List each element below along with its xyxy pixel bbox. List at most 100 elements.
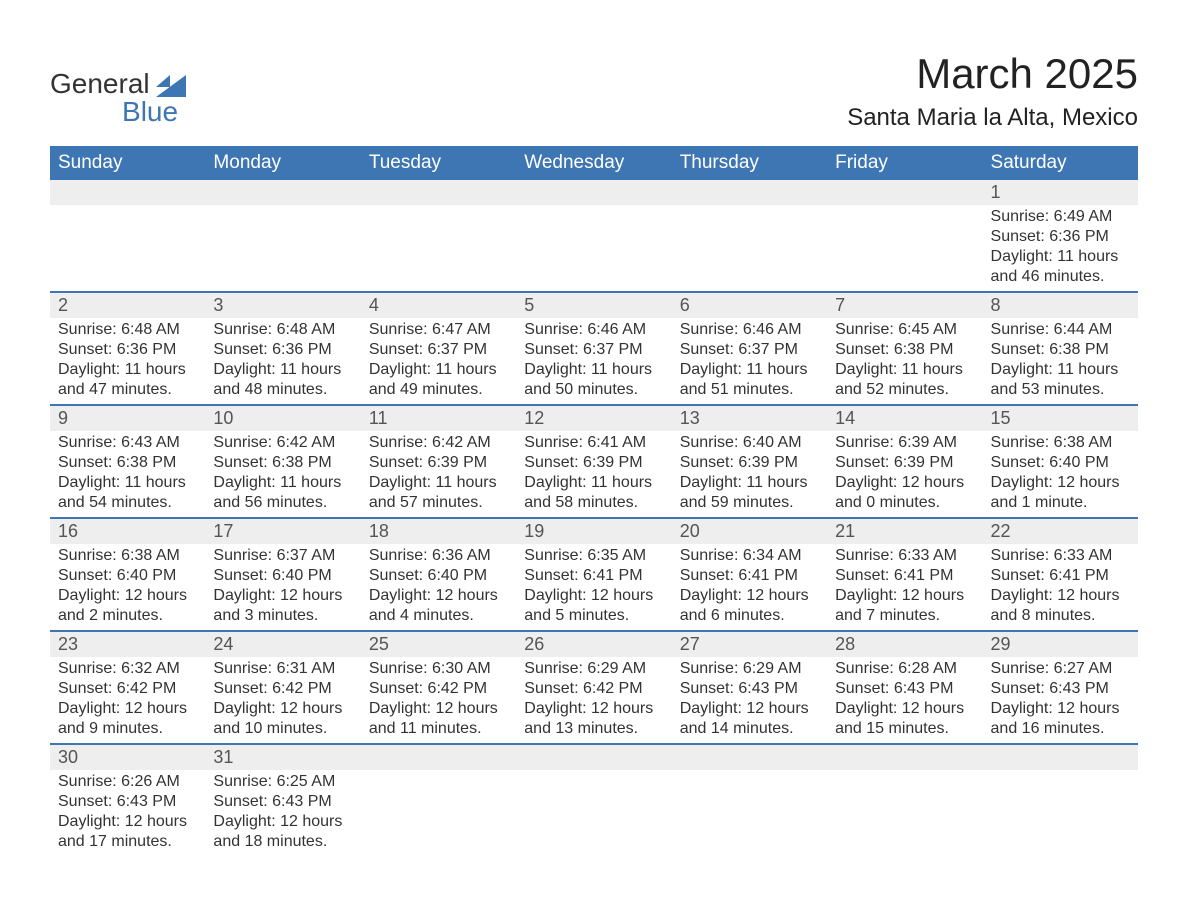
page-subtitle: Santa Maria la Alta, Mexico bbox=[847, 104, 1138, 132]
daylight-text: Daylight: 11 hours and 48 minutes. bbox=[213, 360, 352, 400]
sunset-text: Sunset: 6:36 PM bbox=[213, 340, 352, 360]
day-number: 18 bbox=[361, 518, 516, 544]
daylight-text: Daylight: 11 hours and 54 minutes. bbox=[58, 473, 197, 513]
daylight-text: Daylight: 12 hours and 9 minutes. bbox=[58, 699, 197, 739]
sunrise-text: Sunrise: 6:32 AM bbox=[58, 659, 197, 679]
day-cell: Sunrise: 6:48 AMSunset: 6:36 PMDaylight:… bbox=[205, 318, 360, 405]
day-cell: Sunrise: 6:42 AMSunset: 6:38 PMDaylight:… bbox=[205, 431, 360, 518]
sunset-text: Sunset: 6:37 PM bbox=[369, 340, 508, 360]
daylight-text: Daylight: 11 hours and 46 minutes. bbox=[991, 247, 1130, 287]
day-cell: Sunrise: 6:28 AMSunset: 6:43 PMDaylight:… bbox=[827, 657, 982, 744]
day-cell: Sunrise: 6:44 AMSunset: 6:38 PMDaylight:… bbox=[983, 318, 1138, 405]
day-cell bbox=[827, 205, 982, 292]
page-title: March 2025 bbox=[847, 50, 1138, 98]
day-number: 20 bbox=[672, 518, 827, 544]
sunrise-text: Sunrise: 6:25 AM bbox=[213, 772, 352, 792]
day-number: 25 bbox=[361, 631, 516, 657]
day-cell: Sunrise: 6:40 AMSunset: 6:39 PMDaylight:… bbox=[672, 431, 827, 518]
day-cell bbox=[672, 205, 827, 292]
daylight-text: Daylight: 12 hours and 15 minutes. bbox=[835, 699, 974, 739]
sunset-text: Sunset: 6:42 PM bbox=[213, 679, 352, 699]
sunset-text: Sunset: 6:36 PM bbox=[991, 227, 1130, 247]
day-number: 27 bbox=[672, 631, 827, 657]
day-number bbox=[827, 744, 982, 770]
weekday-header: Wednesday bbox=[516, 146, 671, 180]
day-number: 6 bbox=[672, 292, 827, 318]
daylight-text: Daylight: 12 hours and 18 minutes. bbox=[213, 812, 352, 852]
day-number: 15 bbox=[983, 405, 1138, 431]
day-number: 8 bbox=[983, 292, 1138, 318]
day-cell: Sunrise: 6:38 AMSunset: 6:40 PMDaylight:… bbox=[50, 544, 205, 631]
sunrise-text: Sunrise: 6:27 AM bbox=[991, 659, 1130, 679]
daylight-text: Daylight: 11 hours and 58 minutes. bbox=[524, 473, 663, 513]
day-cell: Sunrise: 6:45 AMSunset: 6:38 PMDaylight:… bbox=[827, 318, 982, 405]
daylight-text: Daylight: 11 hours and 49 minutes. bbox=[369, 360, 508, 400]
daylight-text: Daylight: 12 hours and 16 minutes. bbox=[991, 699, 1130, 739]
sunrise-text: Sunrise: 6:42 AM bbox=[369, 433, 508, 453]
sunset-text: Sunset: 6:39 PM bbox=[524, 453, 663, 473]
weekday-header: Tuesday bbox=[361, 146, 516, 180]
day-number: 7 bbox=[827, 292, 982, 318]
daylight-text: Daylight: 12 hours and 3 minutes. bbox=[213, 586, 352, 626]
day-cell: Sunrise: 6:26 AMSunset: 6:43 PMDaylight:… bbox=[50, 770, 205, 856]
day-cell bbox=[50, 205, 205, 292]
sunrise-text: Sunrise: 6:33 AM bbox=[991, 546, 1130, 566]
sunrise-text: Sunrise: 6:34 AM bbox=[680, 546, 819, 566]
day-number: 17 bbox=[205, 518, 360, 544]
weekday-header: Monday bbox=[205, 146, 360, 180]
sunrise-text: Sunrise: 6:37 AM bbox=[213, 546, 352, 566]
sunset-text: Sunset: 6:38 PM bbox=[835, 340, 974, 360]
day-data-row: Sunrise: 6:48 AMSunset: 6:36 PMDaylight:… bbox=[50, 318, 1138, 405]
day-cell: Sunrise: 6:46 AMSunset: 6:37 PMDaylight:… bbox=[672, 318, 827, 405]
sunrise-text: Sunrise: 6:31 AM bbox=[213, 659, 352, 679]
title-block: March 2025 Santa Maria la Alta, Mexico bbox=[847, 50, 1138, 132]
daylight-text: Daylight: 12 hours and 5 minutes. bbox=[524, 586, 663, 626]
day-cell: Sunrise: 6:43 AMSunset: 6:38 PMDaylight:… bbox=[50, 431, 205, 518]
day-cell: Sunrise: 6:33 AMSunset: 6:41 PMDaylight:… bbox=[827, 544, 982, 631]
day-number: 4 bbox=[361, 292, 516, 318]
sunrise-text: Sunrise: 6:46 AM bbox=[524, 320, 663, 340]
sunrise-text: Sunrise: 6:26 AM bbox=[58, 772, 197, 792]
day-cell: Sunrise: 6:32 AMSunset: 6:42 PMDaylight:… bbox=[50, 657, 205, 744]
day-number-row: 9101112131415 bbox=[50, 405, 1138, 431]
daylight-text: Daylight: 11 hours and 52 minutes. bbox=[835, 360, 974, 400]
weekday-header: Saturday bbox=[983, 146, 1138, 180]
day-cell: Sunrise: 6:38 AMSunset: 6:40 PMDaylight:… bbox=[983, 431, 1138, 518]
sunset-text: Sunset: 6:43 PM bbox=[58, 792, 197, 812]
day-data-row: Sunrise: 6:32 AMSunset: 6:42 PMDaylight:… bbox=[50, 657, 1138, 744]
sunrise-text: Sunrise: 6:47 AM bbox=[369, 320, 508, 340]
sunset-text: Sunset: 6:41 PM bbox=[835, 566, 974, 586]
sunset-text: Sunset: 6:40 PM bbox=[991, 453, 1130, 473]
sunset-text: Sunset: 6:41 PM bbox=[524, 566, 663, 586]
day-data-row: Sunrise: 6:49 AMSunset: 6:36 PMDaylight:… bbox=[50, 205, 1138, 292]
day-number-row: 2345678 bbox=[50, 292, 1138, 318]
day-cell: Sunrise: 6:41 AMSunset: 6:39 PMDaylight:… bbox=[516, 431, 671, 518]
sunrise-text: Sunrise: 6:41 AM bbox=[524, 433, 663, 453]
daylight-text: Daylight: 12 hours and 8 minutes. bbox=[991, 586, 1130, 626]
weekday-header: Thursday bbox=[672, 146, 827, 180]
day-number: 12 bbox=[516, 405, 671, 431]
day-number: 10 bbox=[205, 405, 360, 431]
daylight-text: Daylight: 11 hours and 50 minutes. bbox=[524, 360, 663, 400]
day-cell: Sunrise: 6:48 AMSunset: 6:36 PMDaylight:… bbox=[50, 318, 205, 405]
day-cell bbox=[205, 205, 360, 292]
day-number: 2 bbox=[50, 292, 205, 318]
day-number: 1 bbox=[983, 180, 1138, 205]
daylight-text: Daylight: 11 hours and 51 minutes. bbox=[680, 360, 819, 400]
sunrise-text: Sunrise: 6:45 AM bbox=[835, 320, 974, 340]
day-cell: Sunrise: 6:36 AMSunset: 6:40 PMDaylight:… bbox=[361, 544, 516, 631]
sunset-text: Sunset: 6:40 PM bbox=[58, 566, 197, 586]
sunset-text: Sunset: 6:42 PM bbox=[58, 679, 197, 699]
day-cell: Sunrise: 6:35 AMSunset: 6:41 PMDaylight:… bbox=[516, 544, 671, 631]
sunrise-text: Sunrise: 6:38 AM bbox=[58, 546, 197, 566]
sunrise-text: Sunrise: 6:44 AM bbox=[991, 320, 1130, 340]
sunrise-text: Sunrise: 6:30 AM bbox=[369, 659, 508, 679]
day-number: 31 bbox=[205, 744, 360, 770]
sunrise-text: Sunrise: 6:29 AM bbox=[524, 659, 663, 679]
day-number bbox=[516, 744, 671, 770]
daylight-text: Daylight: 12 hours and 7 minutes. bbox=[835, 586, 974, 626]
sunrise-text: Sunrise: 6:28 AM bbox=[835, 659, 974, 679]
sunset-text: Sunset: 6:39 PM bbox=[369, 453, 508, 473]
day-number: 16 bbox=[50, 518, 205, 544]
day-cell: Sunrise: 6:46 AMSunset: 6:37 PMDaylight:… bbox=[516, 318, 671, 405]
